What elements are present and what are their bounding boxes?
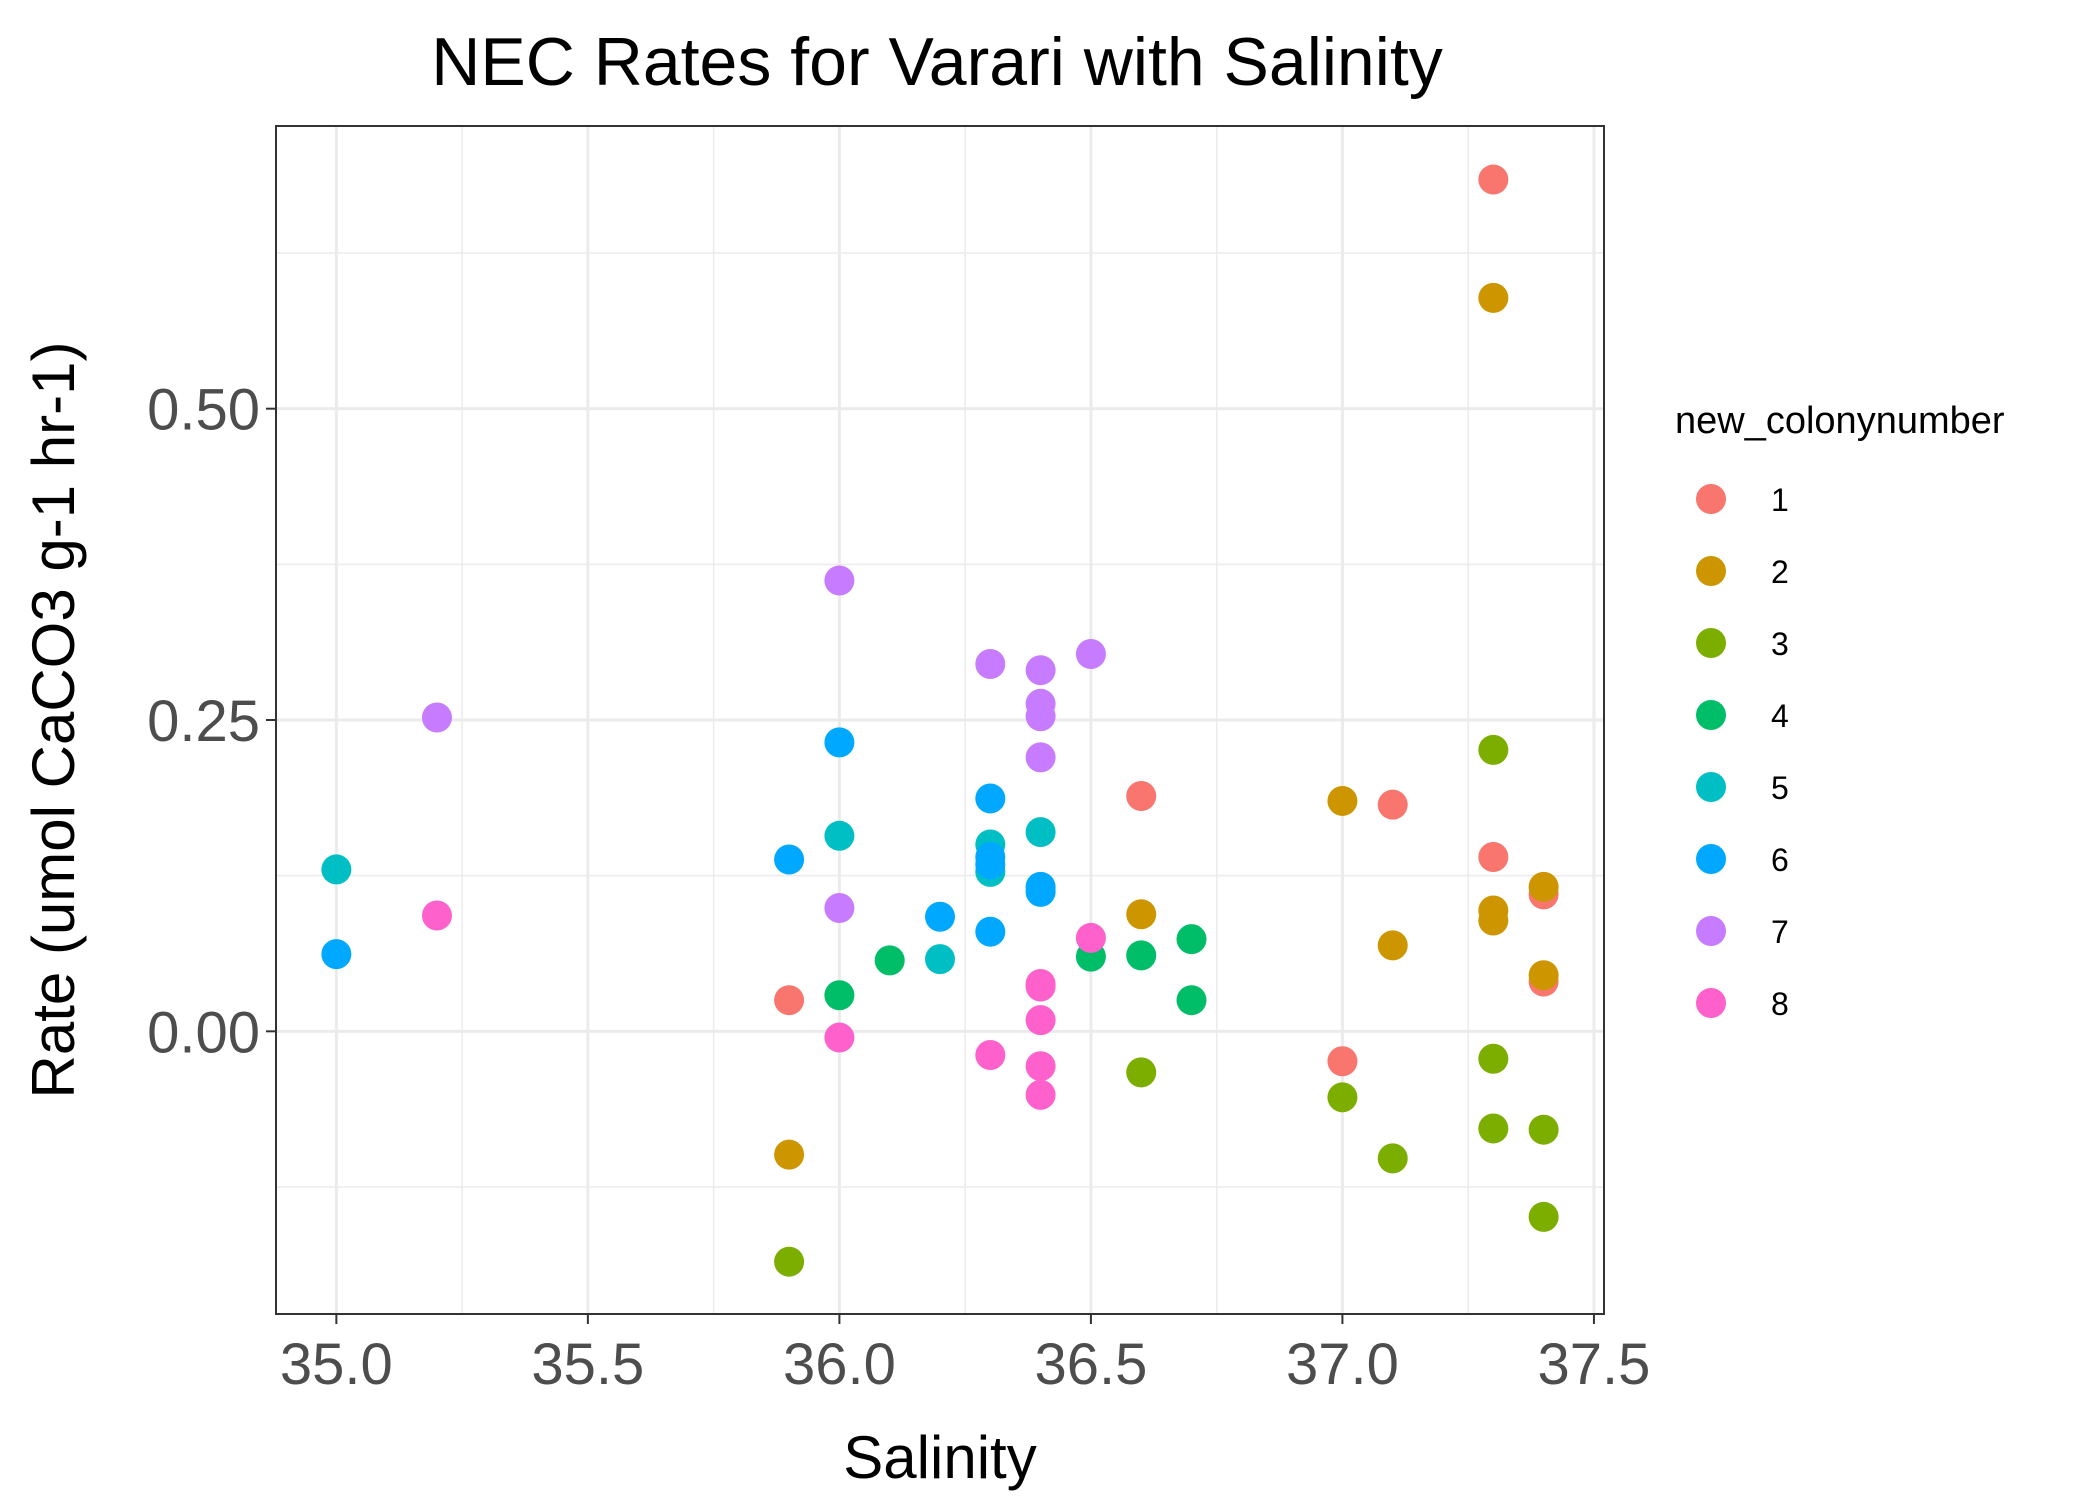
data-point-series-5 [925, 944, 955, 975]
data-point-series-3 [1528, 1114, 1559, 1145]
y-tick-label: 0.00 [147, 1000, 260, 1065]
data-point-series-2 [1327, 785, 1358, 816]
y-axis: 0.00 0.25 0.50 [147, 378, 276, 1065]
x-tick-label: 35.5 [531, 1332, 644, 1397]
data-point-series-7 [824, 893, 855, 924]
x-tick-label: 37.0 [1286, 1332, 1399, 1397]
x-tick-label: 36.0 [783, 1332, 896, 1397]
data-point-series-6 [925, 901, 955, 932]
data-point-series-2 [1478, 905, 1509, 936]
data-point-series-4 [1126, 940, 1157, 971]
data-point-series-1 [1377, 789, 1408, 820]
x-tick-label: 35.0 [280, 1332, 393, 1397]
data-point-series-8 [975, 1039, 1006, 1070]
data-point-series-4 [824, 980, 855, 1011]
legend-label-2: 2 [1771, 554, 1789, 590]
data-point-series-4 [1176, 924, 1207, 955]
data-point-series-7 [1025, 701, 1056, 732]
data-points [321, 164, 1559, 1277]
data-point-series-6 [975, 916, 1006, 947]
data-point-series-3 [774, 1246, 805, 1277]
data-point-series-2 [1528, 871, 1559, 902]
data-point-series-1 [774, 985, 805, 1016]
x-tick-label: 37.5 [1537, 1332, 1650, 1397]
data-point-series-3 [1478, 734, 1509, 765]
data-point-series-4 [1176, 985, 1207, 1016]
y-tick-label: 0.50 [147, 378, 260, 443]
data-point-series-8 [1025, 1079, 1056, 1110]
legend-items: 1 2 3 4 5 6 7 8 [1696, 482, 1789, 1022]
data-point-series-3 [1126, 1057, 1157, 1088]
data-point-series-8 [1025, 1005, 1056, 1036]
major-gridlines [276, 126, 1604, 1314]
legend-label-4: 4 [1771, 698, 1789, 734]
legend-key-3 [1696, 628, 1726, 658]
legend-key-5 [1696, 772, 1726, 802]
data-point-series-4 [874, 945, 905, 976]
data-point-series-1 [1126, 780, 1157, 811]
data-point-series-2 [1377, 930, 1408, 961]
data-point-series-7 [1075, 639, 1106, 669]
data-point-series-7 [824, 565, 855, 596]
legend-key-4 [1696, 700, 1726, 730]
legend-key-8 [1696, 988, 1726, 1018]
data-point-series-3 [1528, 1201, 1559, 1232]
data-point-series-7 [1025, 655, 1056, 686]
data-point-series-2 [774, 1139, 805, 1170]
legend-label-6: 6 [1771, 842, 1789, 878]
data-point-series-8 [1075, 922, 1106, 953]
data-point-series-7 [421, 702, 452, 733]
legend-label-3: 3 [1771, 626, 1789, 662]
data-point-series-8 [421, 900, 452, 931]
data-point-series-7 [975, 648, 1006, 679]
x-axis: 35.0 35.5 36.0 36.5 37.0 37.5 [280, 1314, 1650, 1397]
legend-label-1: 1 [1771, 482, 1789, 518]
data-point-series-2 [1126, 899, 1157, 930]
legend-title: new_colonynumber [1675, 400, 2005, 442]
x-axis-title: Salinity [843, 1424, 1036, 1491]
data-point-series-8 [1025, 971, 1056, 1002]
legend-label-8: 8 [1771, 986, 1789, 1022]
data-point-series-3 [1327, 1082, 1358, 1113]
data-point-series-6 [824, 727, 855, 758]
data-point-series-6 [1025, 876, 1056, 907]
data-point-series-6 [321, 939, 352, 970]
chart-title: NEC Rates for Varari with Salinity [431, 24, 1443, 100]
data-point-series-5 [321, 854, 352, 885]
data-point-series-6 [975, 783, 1006, 814]
data-point-series-6 [774, 844, 805, 875]
data-point-series-1 [1478, 841, 1509, 872]
legend-label-7: 7 [1771, 914, 1789, 950]
data-point-series-5 [1025, 817, 1056, 848]
data-point-series-1 [1327, 1046, 1358, 1077]
data-point-series-2 [1528, 960, 1559, 991]
data-point-series-3 [1478, 1043, 1509, 1074]
legend-key-2 [1696, 556, 1726, 586]
data-point-series-7 [1025, 742, 1056, 773]
data-point-series-2 [1478, 282, 1509, 313]
data-point-series-6 [975, 849, 1006, 880]
x-tick-label: 36.5 [1034, 1332, 1147, 1397]
data-point-series-5 [824, 820, 855, 851]
data-point-series-3 [1478, 1113, 1509, 1144]
data-point-series-3 [1377, 1143, 1408, 1174]
y-tick-label: 0.25 [147, 689, 260, 754]
data-point-series-8 [1025, 1051, 1056, 1082]
legend-label-5: 5 [1771, 770, 1789, 806]
legend: new_colonynumber 1 2 3 4 5 6 7 8 [1675, 400, 2005, 1022]
data-point-series-1 [1478, 164, 1509, 195]
legend-key-6 [1696, 844, 1726, 874]
data-point-series-8 [824, 1022, 855, 1053]
legend-key-7 [1696, 916, 1726, 946]
legend-key-1 [1696, 484, 1726, 514]
y-axis-title: Rate (umol CaCO3 g-1 hr-1) [20, 342, 87, 1099]
